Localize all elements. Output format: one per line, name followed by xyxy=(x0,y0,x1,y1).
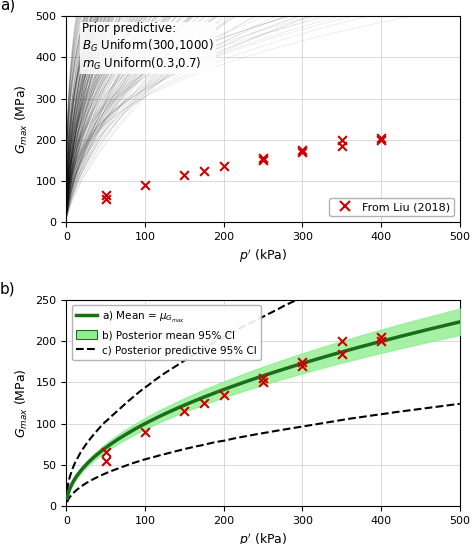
Point xyxy=(102,195,109,204)
Point xyxy=(102,456,109,465)
Y-axis label: $G_{max}$ (MPa): $G_{max}$ (MPa) xyxy=(14,84,30,154)
Point xyxy=(259,156,267,165)
Point xyxy=(377,337,385,345)
Point xyxy=(102,448,109,457)
Point xyxy=(102,191,109,200)
Point xyxy=(338,337,346,345)
Point xyxy=(338,141,346,150)
Point xyxy=(220,162,228,171)
Point xyxy=(377,333,385,342)
Point xyxy=(299,148,306,157)
X-axis label: $p'$ (kPa): $p'$ (kPa) xyxy=(239,531,287,544)
Point xyxy=(200,399,208,407)
Legend: a) Mean = $\mu_{G_{max}}$, b) Posterior mean 95% CI, c) Posterior predictive 95%: a) Mean = $\mu_{G_{max}}$, b) Posterior … xyxy=(72,305,261,360)
Point xyxy=(299,362,306,370)
Legend: From Liu (2018): From Liu (2018) xyxy=(329,197,454,217)
Point xyxy=(259,374,267,383)
Text: b): b) xyxy=(0,281,15,296)
Point xyxy=(377,135,385,144)
Point xyxy=(259,154,267,163)
Point xyxy=(259,378,267,387)
Point xyxy=(141,428,149,436)
Point xyxy=(338,135,346,144)
Point xyxy=(299,146,306,154)
Text: Prior predictive:
$B_G$ Uniform(300,1000)
$m_G$ Uniform(0.3,0.7): Prior predictive: $B_G$ Uniform(300,1000… xyxy=(82,22,214,72)
Point xyxy=(141,181,149,189)
Text: a): a) xyxy=(0,0,15,12)
X-axis label: $p'$ (kPa): $p'$ (kPa) xyxy=(239,248,287,265)
Point xyxy=(181,407,188,416)
Point xyxy=(377,133,385,142)
Point xyxy=(200,166,208,175)
Point xyxy=(299,357,306,366)
Point xyxy=(338,349,346,358)
Y-axis label: $G_{max}$ (MPa): $G_{max}$ (MPa) xyxy=(14,368,30,438)
Point xyxy=(220,391,228,399)
Point xyxy=(181,170,188,179)
